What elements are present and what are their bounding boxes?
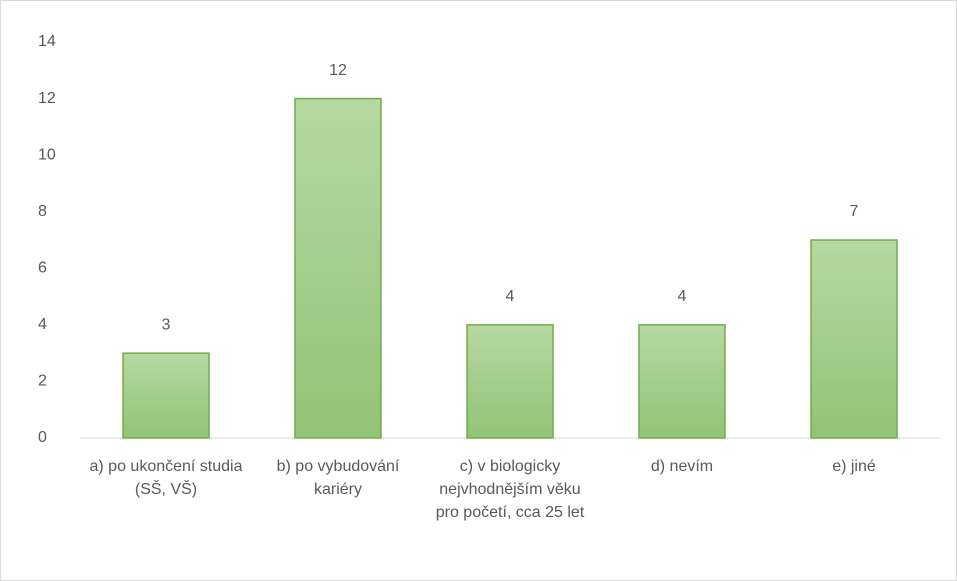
bar xyxy=(294,97,382,439)
bar xyxy=(638,324,726,439)
y-tick-label: 12 xyxy=(38,90,56,107)
x-tick-label: e) jiné xyxy=(832,458,876,475)
bar xyxy=(810,239,898,439)
data-label: 12 xyxy=(329,62,347,79)
x-tick-label: d) nevím xyxy=(650,458,714,475)
data-label: 4 xyxy=(506,288,515,305)
x-tick-label: b) po vybudování kariéry xyxy=(276,458,400,498)
bar xyxy=(466,324,554,439)
x-tick-label: c) v biologicky nejvhodnějším věku pro p… xyxy=(435,458,585,521)
y-tick-label: 4 xyxy=(38,316,47,333)
data-label: 7 xyxy=(850,203,859,220)
data-label: 3 xyxy=(162,316,171,333)
y-tick-label: 10 xyxy=(38,146,56,163)
y-tick-label: 8 xyxy=(38,203,47,220)
bar xyxy=(122,352,210,439)
y-tick-label: 14 xyxy=(38,33,56,50)
y-tick-label: 6 xyxy=(38,260,47,277)
y-tick-label: 2 xyxy=(38,373,47,390)
x-tick-label: a) po ukončení studia (SŠ, VŠ) xyxy=(89,458,243,498)
data-label: 4 xyxy=(678,288,687,305)
y-tick-label: 0 xyxy=(38,429,47,446)
